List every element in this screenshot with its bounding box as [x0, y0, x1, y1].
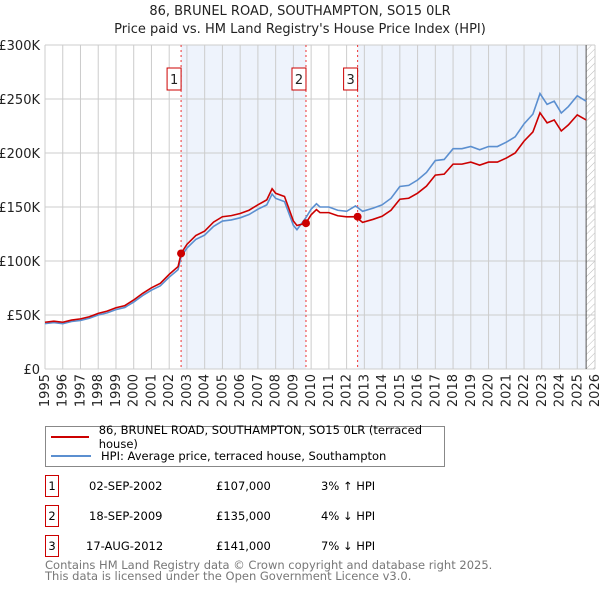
- x-tick-label: 2007: [251, 374, 266, 407]
- x-tick-label: 2014: [375, 374, 390, 407]
- legend: 86, BRUNEL ROAD, SOUTHAMPTON, SO15 0LR (…: [45, 423, 445, 467]
- sale-hpi: 7% ↓ HPI: [321, 539, 376, 553]
- legend-swatch-blue: [51, 454, 91, 457]
- sale-marker-label: 2: [295, 73, 303, 88]
- x-tick-label: 2013: [357, 374, 372, 407]
- x-tick-label: 2021: [499, 374, 514, 407]
- sale-date: 17-AUG-2012: [86, 539, 164, 553]
- legend-label: HPI: Average price, terraced house, Sout…: [101, 448, 387, 463]
- x-tick-label: 2015: [393, 374, 408, 407]
- footer-line: This data is licensed under the Open Gov…: [45, 569, 412, 583]
- price-chart: 1995 1996 1997 1998 1999 2000 2001 2002 2003 2004…: [0, 4, 600, 407]
- x-tick-label: 2016: [411, 374, 426, 407]
- x-tick-label: 2019: [464, 374, 479, 407]
- sale-number: 1: [45, 475, 59, 497]
- sale-hpi: 4% ↓ HPI: [321, 509, 376, 523]
- sale-point: [353, 212, 362, 221]
- y-tick-label: £250K: [0, 93, 40, 108]
- x-tick-label: 2012: [340, 374, 355, 407]
- x-tick-label: 2008: [269, 374, 284, 407]
- y-tick-label: £300K: [0, 39, 40, 54]
- sale-point: [177, 249, 186, 258]
- sale-price: £141,000: [216, 539, 271, 553]
- x-tick-label: 2024: [553, 374, 568, 407]
- x-tick-label: 2001: [144, 374, 159, 407]
- x-tick-label: 2017: [428, 374, 443, 407]
- hpi-line: [44, 91, 587, 325]
- sale-marker-label: 3: [346, 73, 354, 88]
- y-tick-label: £200K: [0, 147, 40, 162]
- sale-number: 3: [45, 535, 59, 557]
- x-tick-label: 2010: [304, 374, 319, 407]
- y-tick-label: £150K: [0, 201, 40, 216]
- sale-row: 2 18-SEP-2009 £135,000 4% ↓ HPI: [45, 505, 445, 527]
- x-tick-label: 2009: [286, 374, 301, 407]
- y-tick-label: £50K: [7, 309, 41, 324]
- property-price-line: [44, 111, 587, 324]
- x-tick-label: 2026: [588, 374, 600, 407]
- sale-marker-box: [166, 67, 182, 91]
- sale-date: 02-SEP-2002: [89, 479, 163, 493]
- sale-marker-box: [343, 67, 359, 91]
- sale-marker-box: [291, 67, 307, 91]
- chart-subtitle: Price paid vs. HM Land Registry's House …: [114, 22, 486, 37]
- legend-item-hpi: HPI: Average price, terraced house, Sout…: [46, 446, 444, 465]
- x-tick-label: 2023: [535, 374, 550, 407]
- y-tick-label: £0: [23, 363, 40, 378]
- sale-price: £135,000: [216, 509, 271, 523]
- legend-swatch-red: [51, 435, 89, 438]
- footer: Contains HM Land Registry data © Crown c…: [45, 558, 493, 583]
- sale-number: 2: [45, 505, 59, 527]
- x-tick-label: 2003: [180, 374, 195, 407]
- x-tick-label: 2025: [570, 374, 585, 407]
- y-tick-label: £100K: [0, 255, 40, 270]
- sale-point: [301, 219, 310, 228]
- x-tick-label: 2011: [322, 374, 337, 407]
- sale-row: 1 02-SEP-2002 £107,000 3% ↑ HPI: [45, 475, 445, 497]
- sale-marker-label: 1: [170, 73, 178, 88]
- footer-line: Contains HM Land Registry data © Crown c…: [45, 558, 493, 572]
- x-tick-label: 2005: [215, 374, 230, 407]
- x-tick-label: 2006: [233, 374, 248, 407]
- x-tick-label: 1997: [73, 374, 88, 407]
- legend-label: 86, BRUNEL ROAD, SOUTHAMPTON, SO15 0LR (…: [98, 422, 422, 451]
- sale-row: 3 17-AUG-2012 £141,000 7% ↓ HPI: [45, 535, 445, 557]
- sale-hpi: 3% ↑ HPI: [321, 479, 376, 493]
- x-tick-label: 1998: [91, 374, 106, 407]
- x-tick-label: 2020: [482, 374, 497, 407]
- sale-date: 18-SEP-2009: [89, 509, 163, 523]
- x-tick-label: 2000: [127, 374, 142, 407]
- x-tick-label: 2022: [517, 374, 532, 407]
- x-tick-label: 2004: [198, 374, 213, 407]
- x-tick-label: 1995: [38, 374, 53, 407]
- x-tick-label: 1996: [56, 374, 71, 407]
- x-tick-label: 2002: [162, 374, 177, 407]
- x-tick-label: 2018: [446, 374, 461, 407]
- sale-price: £107,000: [216, 479, 271, 493]
- legend-item-property: 86, BRUNEL ROAD, SOUTHAMPTON, SO15 0LR (…: [46, 423, 444, 451]
- chart-title: 86, BRUNEL ROAD, SOUTHAMPTON, SO15 0LR: [149, 4, 450, 19]
- x-tick-label: 1999: [109, 374, 124, 407]
